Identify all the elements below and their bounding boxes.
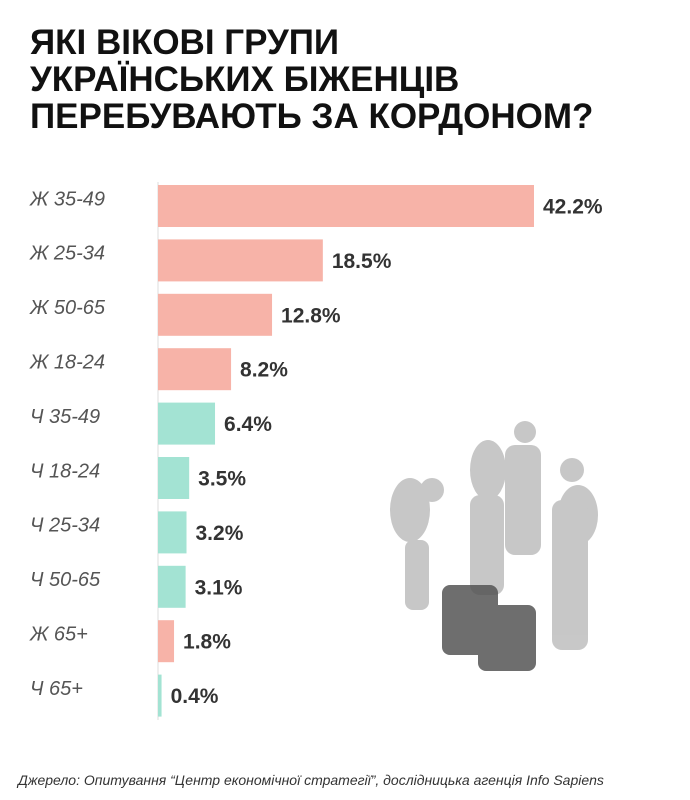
value-label: 12.8% xyxy=(281,304,341,327)
title-line: УКРАЇНСЬКИХ БІЖЕНЦІВ xyxy=(30,60,459,99)
suitcase xyxy=(478,605,536,671)
bar xyxy=(158,239,323,282)
value-label: 42.2% xyxy=(543,196,603,219)
head xyxy=(420,478,444,502)
photo-decoration xyxy=(390,421,598,650)
head xyxy=(514,421,536,443)
value-label: 1.8% xyxy=(183,631,231,654)
category-label: Ч 35-49 xyxy=(30,406,100,428)
person xyxy=(552,500,588,650)
value-label: 6.4% xyxy=(224,413,272,436)
value-label: 8.2% xyxy=(240,359,288,382)
category-label: Ж 35-49 xyxy=(29,188,105,210)
category-label: Ч 65+ xyxy=(30,678,83,700)
bar xyxy=(158,185,535,227)
bar xyxy=(158,457,190,499)
value-label: 18.5% xyxy=(332,250,392,273)
title-line: ПЕРЕБУВАЮТЬ ЗА КОРДОНОМ? xyxy=(30,97,593,136)
category-label: Ч 25-34 xyxy=(30,515,100,537)
category-label: Ж 25-34 xyxy=(29,243,105,265)
value-label: 3.1% xyxy=(195,576,243,599)
backpack xyxy=(470,440,506,500)
value-label: 0.4% xyxy=(171,685,219,708)
bar xyxy=(158,348,232,391)
bar xyxy=(158,674,162,717)
person xyxy=(470,495,504,595)
category-label: Ч 50-65 xyxy=(30,569,101,591)
backpack xyxy=(390,478,430,542)
suitcases xyxy=(442,585,536,671)
person xyxy=(505,445,541,555)
bar xyxy=(158,620,175,663)
value-label: 3.2% xyxy=(196,522,244,545)
person xyxy=(405,540,429,610)
bar xyxy=(158,293,273,336)
source: Джерело: Опитування “Центр економічної с… xyxy=(16,772,604,788)
value-label: 3.5% xyxy=(198,468,246,491)
bar xyxy=(158,402,216,445)
head xyxy=(560,458,584,482)
category-label: Ч 18-24 xyxy=(30,460,100,482)
bar xyxy=(158,511,187,554)
category-label: Ж 18-24 xyxy=(29,351,105,373)
category-label: Ж 50-65 xyxy=(29,297,106,319)
category-label: Ж 65+ xyxy=(29,623,88,645)
title-line: ЯКІ ВІКОВІ ГРУПИ xyxy=(30,23,339,62)
bar xyxy=(158,565,186,608)
